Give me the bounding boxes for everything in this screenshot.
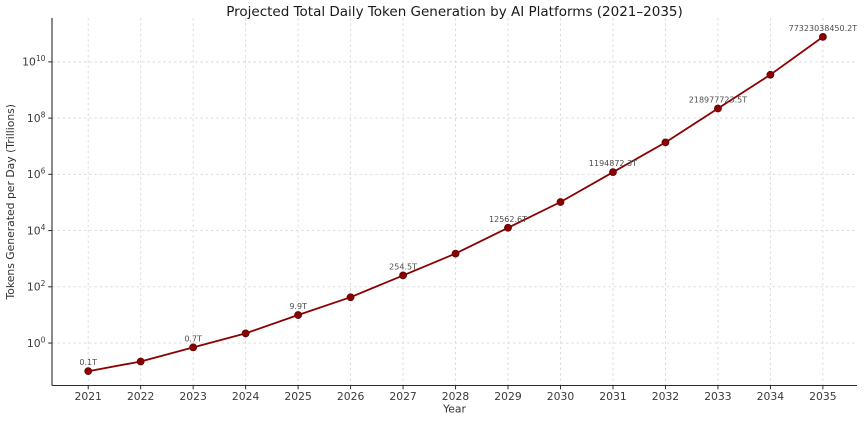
x-tick-label: 2025 (284, 390, 311, 403)
data-point-2025 (294, 311, 303, 319)
y-tick-label: 108 (27, 110, 46, 125)
x-tick-label: 2029 (494, 390, 522, 403)
data-point-2034 (766, 70, 775, 79)
x-tick-label: 2022 (127, 390, 154, 403)
data-point-label-2025: 9.9T (289, 302, 307, 311)
data-point-2029 (504, 223, 512, 232)
y-tick-label: 104 (27, 223, 46, 238)
data-point-2032 (661, 138, 670, 147)
data-point-2022 (136, 357, 145, 366)
x-tick-label: 2027 (389, 390, 416, 403)
data-point-2033 (714, 104, 722, 113)
y-axis-label: Tokens Generated per Day (Trillions) (4, 104, 17, 301)
data-point-label-2031: 1194872.3T (589, 159, 637, 168)
y-tick-label: 106 (27, 167, 46, 182)
y-tick-label: 100 (27, 335, 46, 350)
x-tick-label: 2034 (757, 390, 785, 403)
data-point-2026 (346, 293, 355, 302)
y-tick-label: 102 (27, 279, 46, 294)
y-tick-label: 1010 (22, 54, 46, 69)
data-point-label-2029: 12562.6T (489, 215, 527, 224)
data-point-2030 (556, 198, 565, 206)
data-point-2031 (609, 168, 617, 177)
x-axis-label: Year (442, 403, 466, 416)
x-tick-label: 2021 (74, 390, 101, 403)
data-point-label-2023: 0.7T (184, 334, 202, 343)
x-tick-label: 2028 (442, 390, 470, 403)
data-point-2024 (241, 329, 250, 338)
x-tick-label: 2024 (232, 390, 260, 403)
x-tick-label: 2035 (809, 390, 836, 403)
data-point-label-2021: 0.1T (79, 358, 97, 367)
x-tick-label: 2023 (179, 390, 206, 403)
data-point-label-2035: 77323038450.2T (789, 24, 858, 33)
x-tick-label: 2026 (337, 390, 365, 403)
x-tick-label: 2030 (547, 390, 575, 403)
x-tick-label: 2031 (599, 390, 626, 403)
x-tick-label: 2032 (652, 390, 679, 403)
chart-title: Projected Total Daily Token Generation b… (226, 4, 683, 20)
data-point-label-2033: 218977723.5T (689, 96, 747, 105)
data-point-2023 (189, 343, 198, 352)
data-point-label-2027: 254.5T (389, 262, 417, 271)
data-point-2027 (399, 271, 407, 280)
data-point-2035 (818, 32, 827, 41)
data-point-2028 (451, 249, 460, 258)
data-point-2021 (84, 367, 93, 376)
x-tick-label: 2033 (704, 390, 731, 403)
